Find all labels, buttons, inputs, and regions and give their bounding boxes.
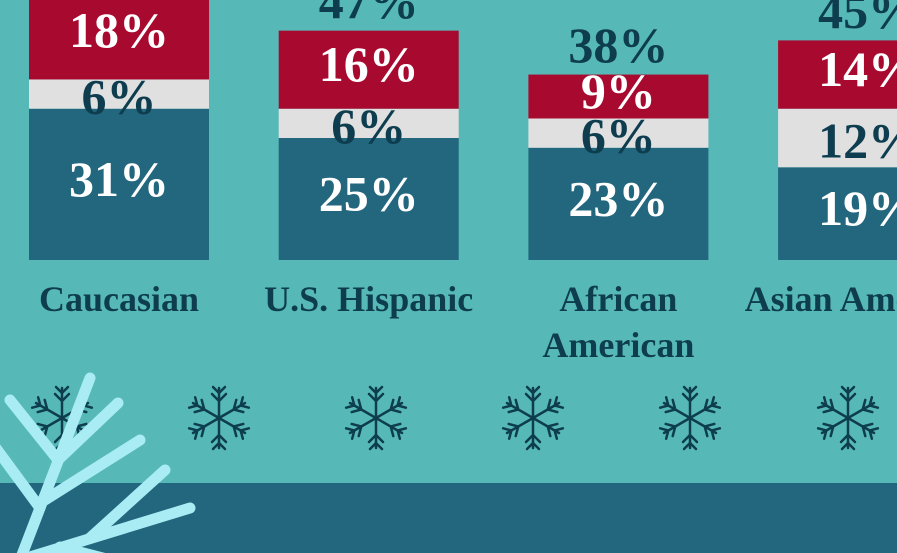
segment-label: 12% bbox=[818, 112, 897, 168]
segment-label: 9% bbox=[581, 63, 656, 119]
total-label: 47% bbox=[319, 0, 419, 29]
segment-label: 25% bbox=[319, 165, 419, 221]
total-label: 38% bbox=[568, 17, 668, 73]
bar-segment bbox=[778, 40, 897, 109]
total-label: 45% bbox=[818, 0, 897, 39]
category-label: Asian American bbox=[744, 279, 897, 319]
segment-label: 16% bbox=[319, 36, 419, 92]
segment-label: 18% bbox=[69, 2, 169, 58]
segment-label: 6% bbox=[331, 98, 406, 154]
bar-segment bbox=[528, 147, 709, 260]
bar-segment bbox=[778, 167, 897, 260]
category-label: African American bbox=[542, 279, 695, 365]
segment-label: 23% bbox=[568, 170, 668, 226]
segment-label: 14% bbox=[818, 41, 897, 97]
bar-segment bbox=[29, 108, 209, 260]
segment-label: 19% bbox=[818, 180, 897, 236]
bar-segment bbox=[278, 138, 459, 260]
bar-segment bbox=[278, 30, 459, 109]
big-snowflake bbox=[0, 372, 196, 553]
bar-segment bbox=[29, 0, 209, 80]
segment-label: 31% bbox=[69, 151, 169, 207]
bar-segment bbox=[29, 79, 209, 109]
category-label: Caucasian bbox=[38, 279, 200, 319]
bar-segment bbox=[278, 108, 459, 138]
category-label: U.S. Hispanic bbox=[264, 279, 474, 319]
bar-segment bbox=[778, 108, 897, 168]
segment-label: 6% bbox=[82, 69, 157, 125]
bar-segment bbox=[528, 118, 709, 148]
bar-segment bbox=[528, 74, 709, 119]
segment-label: 6% bbox=[581, 108, 656, 164]
snowflakes bbox=[32, 387, 879, 449]
